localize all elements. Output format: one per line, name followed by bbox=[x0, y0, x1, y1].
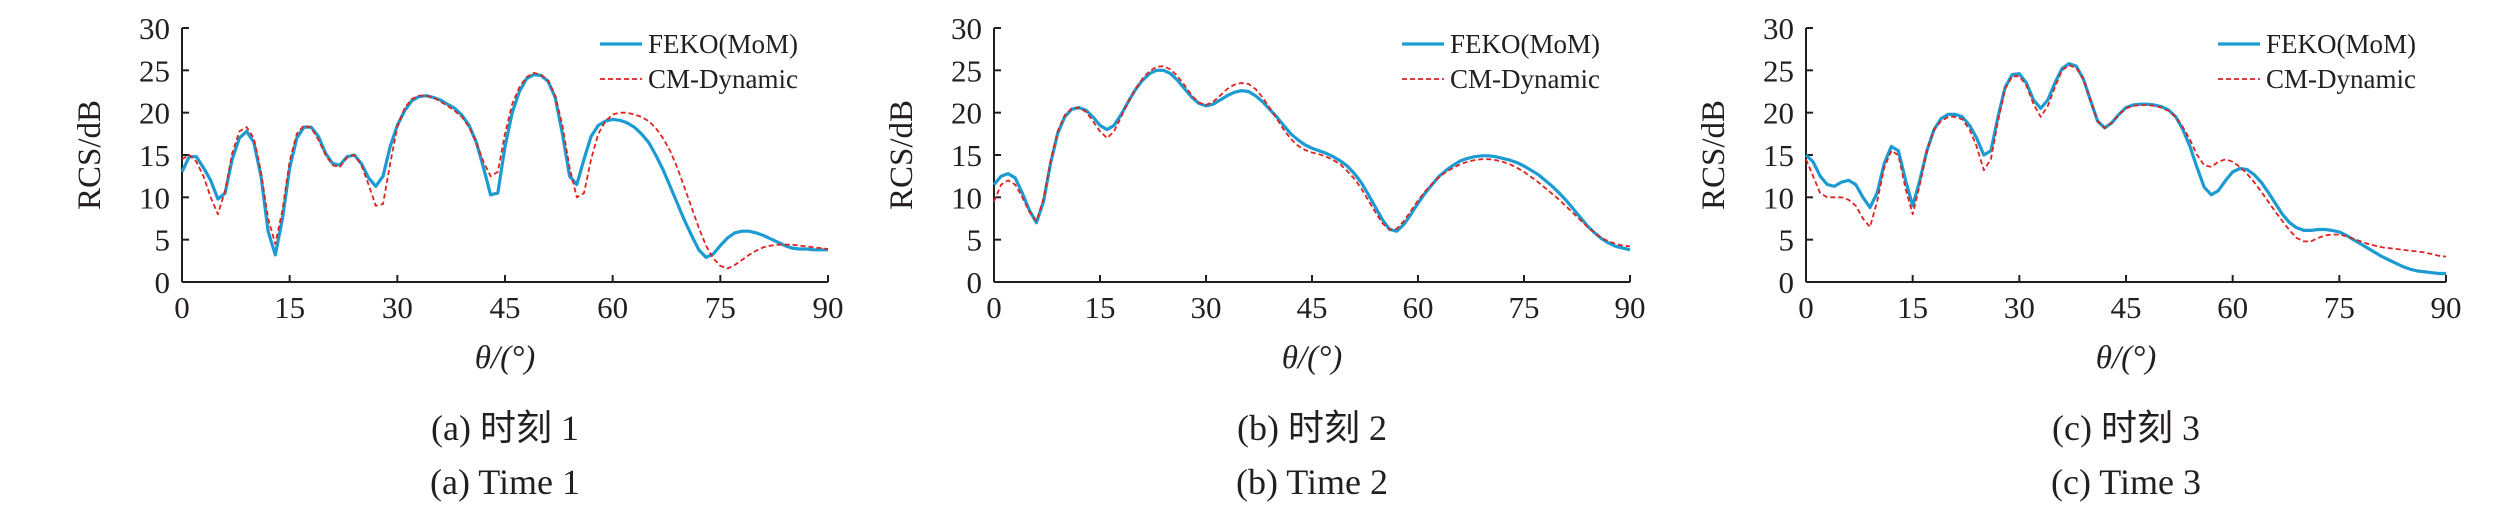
chart-panel-1: 0 15 30 45 60 75 90051015202530θ/(°)RCS/dBFEKO… bbox=[72, 11, 844, 502]
legend-label: FEKO(MoM) bbox=[648, 29, 798, 59]
x-tick-label: 30 bbox=[382, 290, 413, 325]
y-tick-label: 30 bbox=[951, 11, 982, 46]
x-tick-label: 45 bbox=[490, 290, 521, 325]
y-tick-label: 15 bbox=[139, 138, 170, 173]
chart-panel-2: 0 15 30 45 60 75 90051015202530θ/(°)RCS/dBFEKO… bbox=[884, 11, 1646, 502]
x-tick-label: 15 bbox=[1085, 290, 1116, 325]
x-tick-label: 75 bbox=[1509, 290, 1540, 325]
series-line-feko bbox=[992, 68, 1631, 252]
y-tick-label: 10 bbox=[139, 180, 170, 215]
series-line-feko bbox=[180, 73, 828, 259]
caption-en: (b) Time 2 bbox=[1236, 462, 1388, 502]
series-line-cm-dynamic bbox=[1805, 64, 2447, 258]
y-tick-label: 20 bbox=[139, 96, 170, 131]
legend-label: FEKO(MoM) bbox=[2266, 29, 2416, 59]
x-tick-label: 15 bbox=[1897, 290, 1928, 325]
x-tick-label: 45 bbox=[1297, 290, 1328, 325]
y-tick-label: 25 bbox=[951, 53, 982, 88]
y-tick-label: 30 bbox=[1763, 11, 1794, 46]
caption-en: (a) Time 1 bbox=[430, 462, 580, 502]
legend-label: FEKO(MoM) bbox=[1450, 29, 1600, 59]
x-tick-label: 60 bbox=[2217, 290, 2248, 325]
y-tick-label: 0 bbox=[1779, 265, 1795, 300]
y-tick-label: 20 bbox=[951, 96, 982, 131]
x-tick-label: 30 bbox=[2004, 290, 2035, 325]
x-tick-label: 60 bbox=[597, 290, 628, 325]
legend: FEKO(MoM) CM-Dynamic bbox=[600, 29, 798, 94]
y-axis-label: RCS/dB bbox=[72, 100, 108, 210]
legend-label: CM-Dynamic bbox=[648, 64, 798, 94]
x-tick-label: 0 bbox=[174, 290, 190, 325]
legend-label: CM-Dynamic bbox=[2266, 64, 2416, 94]
x-tick-label: 75 bbox=[2324, 290, 2355, 325]
caption-en: (c) Time 3 bbox=[2051, 462, 2201, 502]
caption-cn: (b) 时刻 2 bbox=[1237, 408, 1387, 448]
legend: FEKO(MoM) CM-Dynamic bbox=[1402, 29, 1600, 94]
x-axis-label: θ/(°) bbox=[1282, 340, 1343, 376]
y-tick-label: 0 bbox=[155, 265, 171, 300]
caption-cn: (a) 时刻 1 bbox=[431, 408, 579, 448]
x-tick-label: 60 bbox=[1403, 290, 1434, 325]
y-tick-label: 25 bbox=[1763, 53, 1794, 88]
series-line-cm-dynamic bbox=[181, 72, 829, 270]
x-axis-label: θ/(°) bbox=[475, 340, 536, 376]
y-tick-label: 10 bbox=[951, 180, 982, 215]
x-tick-label: 0 bbox=[986, 290, 1002, 325]
y-tick-label: 15 bbox=[1763, 138, 1794, 173]
x-tick-label: 0 bbox=[1798, 290, 1814, 325]
legend-label: CM-Dynamic bbox=[1450, 64, 1600, 94]
x-tick-label: 90 bbox=[813, 290, 844, 325]
y-tick-label: 0 bbox=[967, 265, 983, 300]
caption-cn: (c) 时刻 3 bbox=[2052, 408, 2200, 448]
y-axis-label: RCS/dB bbox=[1696, 100, 1732, 210]
x-tick-label: 45 bbox=[2111, 290, 2142, 325]
y-tick-label: 5 bbox=[967, 223, 983, 258]
x-axis-label: θ/(°) bbox=[2096, 340, 2157, 376]
y-tick-label: 30 bbox=[139, 11, 170, 46]
y-tick-label: 20 bbox=[1763, 96, 1794, 131]
y-tick-label: 5 bbox=[155, 223, 171, 258]
chart-panel-3: 0 15 30 45 60 75 90051015202530θ/(°)RCS/dBFEKO… bbox=[1696, 11, 2462, 502]
x-tick-label: 90 bbox=[1615, 290, 1646, 325]
y-axis-label: RCS/dB bbox=[884, 100, 920, 210]
y-tick-label: 5 bbox=[1779, 223, 1795, 258]
x-tick-label: 15 bbox=[274, 290, 305, 325]
y-tick-label: 25 bbox=[139, 53, 170, 88]
series-line-cm-dynamic bbox=[993, 65, 1631, 248]
x-tick-label: 30 bbox=[1191, 290, 1222, 325]
y-tick-label: 10 bbox=[1763, 180, 1794, 215]
y-tick-label: 15 bbox=[951, 138, 982, 173]
x-tick-label: 75 bbox=[705, 290, 736, 325]
legend: FEKO(MoM) CM-Dynamic bbox=[2218, 29, 2416, 94]
x-tick-label: 90 bbox=[2431, 290, 2462, 325]
